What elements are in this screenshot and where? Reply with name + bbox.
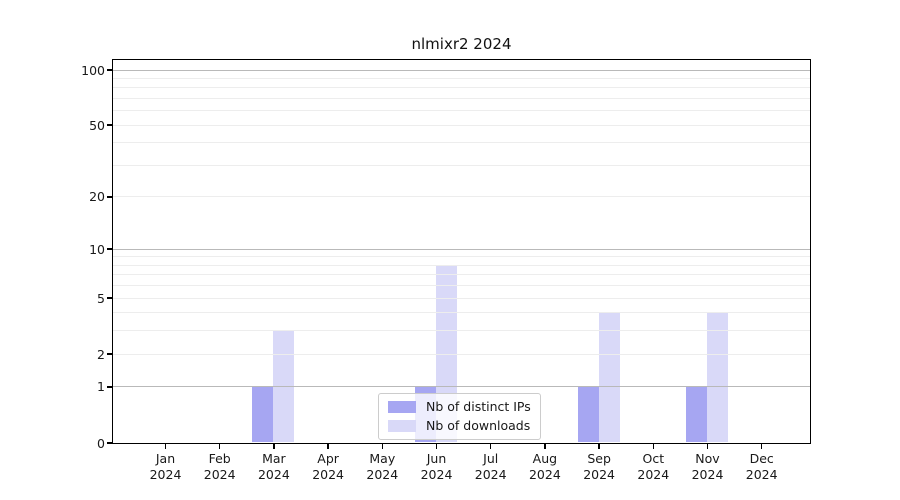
major-gridline	[112, 248, 810, 250]
y-tick-label: 2	[97, 346, 105, 362]
x-tick-mark	[544, 444, 546, 449]
x-tick-month: Dec	[749, 451, 774, 466]
minor-gridline	[112, 285, 810, 287]
x-tick-mark	[598, 444, 600, 449]
major-gridline	[112, 69, 810, 71]
x-tick-year: 2024	[203, 467, 236, 482]
minor-gridline	[112, 142, 810, 144]
legend-swatch	[388, 400, 416, 413]
x-tick-month: Nov	[695, 451, 720, 466]
minor-gridline	[112, 256, 810, 258]
y-tick-label: 5	[97, 290, 105, 306]
y-tick-mark	[107, 386, 112, 388]
y-tick-mark	[107, 353, 112, 355]
x-tick-year: 2024	[366, 467, 399, 482]
x-tick-label: Oct 2024	[623, 451, 683, 483]
minor-gridline	[112, 124, 810, 126]
x-tick-label: Mar 2024	[244, 451, 304, 483]
x-tick-label: Apr 2024	[298, 451, 358, 483]
x-tick-month: Mar	[262, 451, 286, 466]
bar-distinct-ips	[577, 386, 599, 443]
y-tick-label: 50	[89, 117, 105, 133]
minor-gridline	[112, 110, 810, 112]
x-tick-mark	[760, 444, 763, 449]
y-tick-label: 0	[97, 435, 105, 451]
bar-downloads	[707, 312, 728, 443]
x-tick-year: 2024	[474, 467, 507, 482]
minor-gridline	[112, 353, 810, 355]
minor-gridline	[112, 196, 810, 198]
x-tick-label: May 2024	[352, 451, 412, 483]
x-tick-year: 2024	[637, 467, 670, 482]
x-tick-label: Jun 2024	[407, 451, 467, 483]
y-tick-mark	[107, 196, 112, 198]
x-tick-mark	[164, 444, 167, 449]
y-tick-label: 20	[89, 189, 105, 205]
y-tick-label: 100	[81, 62, 105, 78]
y-tick-mark	[107, 124, 112, 126]
x-tick-month: Apr	[317, 451, 339, 466]
x-tick-month: Jun	[426, 451, 447, 466]
x-tick-year: 2024	[691, 467, 724, 482]
x-tick-mark	[489, 444, 492, 449]
x-tick-year: 2024	[257, 467, 290, 482]
bar-downloads	[598, 312, 620, 443]
x-tick-month: May	[369, 451, 396, 466]
legend-item: Nb of distinct IPs	[388, 399, 531, 414]
x-tick-year: 2024	[745, 467, 778, 482]
y-tick-mark	[107, 442, 112, 444]
minor-gridline	[112, 264, 810, 266]
x-tick-mark	[273, 444, 275, 449]
x-tick-month: Sep	[587, 451, 611, 466]
y-tick-mark	[107, 297, 112, 299]
x-tick-label: Feb 2024	[190, 451, 250, 483]
x-tick-year: 2024	[149, 467, 182, 482]
x-tick-month: Jan	[155, 451, 176, 466]
x-tick-label: Sep 2024	[569, 451, 629, 483]
minor-gridline	[112, 312, 810, 314]
x-tick-year: 2024	[312, 467, 344, 482]
x-tick-label: Jul 2024	[461, 451, 521, 483]
minor-gridline	[112, 274, 810, 276]
x-tick-month: Jul	[483, 451, 499, 466]
y-tick-label: 1	[97, 379, 105, 395]
minor-gridline	[112, 297, 810, 299]
chart-title: nlmixr2 2024	[411, 35, 512, 53]
x-tick-year: 2024	[583, 467, 615, 482]
x-tick-label: Dec 2024	[732, 451, 792, 483]
x-tick-mark	[218, 444, 221, 449]
plot-area	[111, 58, 811, 444]
x-tick-mark	[435, 444, 438, 449]
y-tick-mark	[107, 69, 112, 71]
legend-swatch	[388, 419, 416, 432]
x-tick-label: Nov 2024	[678, 451, 738, 483]
minor-gridline	[112, 164, 810, 166]
y-tick-label: 10	[89, 241, 105, 257]
x-tick-month: Oct	[642, 451, 665, 466]
x-tick-mark	[652, 444, 655, 449]
x-tick-mark	[381, 444, 384, 449]
minor-gridline	[112, 87, 810, 89]
y-tick-mark	[107, 248, 112, 250]
bar-distinct-ips	[252, 386, 274, 443]
x-tick-label: Aug 2024	[515, 451, 575, 483]
x-tick-label: Jan 2024	[136, 451, 196, 483]
x-tick-year: 2024	[420, 467, 453, 482]
minor-gridline	[112, 330, 810, 332]
minor-gridline	[112, 77, 810, 79]
bar-distinct-ips	[686, 386, 707, 443]
x-tick-mark	[706, 444, 709, 449]
legend: Nb of distinct IPs Nb of downloads	[378, 393, 541, 440]
legend-label: Nb of downloads	[426, 418, 531, 433]
x-tick-year: 2024	[528, 467, 561, 482]
x-tick-month: Feb	[208, 451, 231, 466]
legend-label: Nb of distinct IPs	[426, 399, 531, 414]
x-tick-month: Aug	[532, 451, 558, 466]
major-gridline	[112, 386, 810, 388]
x-tick-mark	[327, 444, 329, 449]
minor-gridline	[112, 97, 810, 99]
legend-item: Nb of downloads	[388, 418, 531, 433]
